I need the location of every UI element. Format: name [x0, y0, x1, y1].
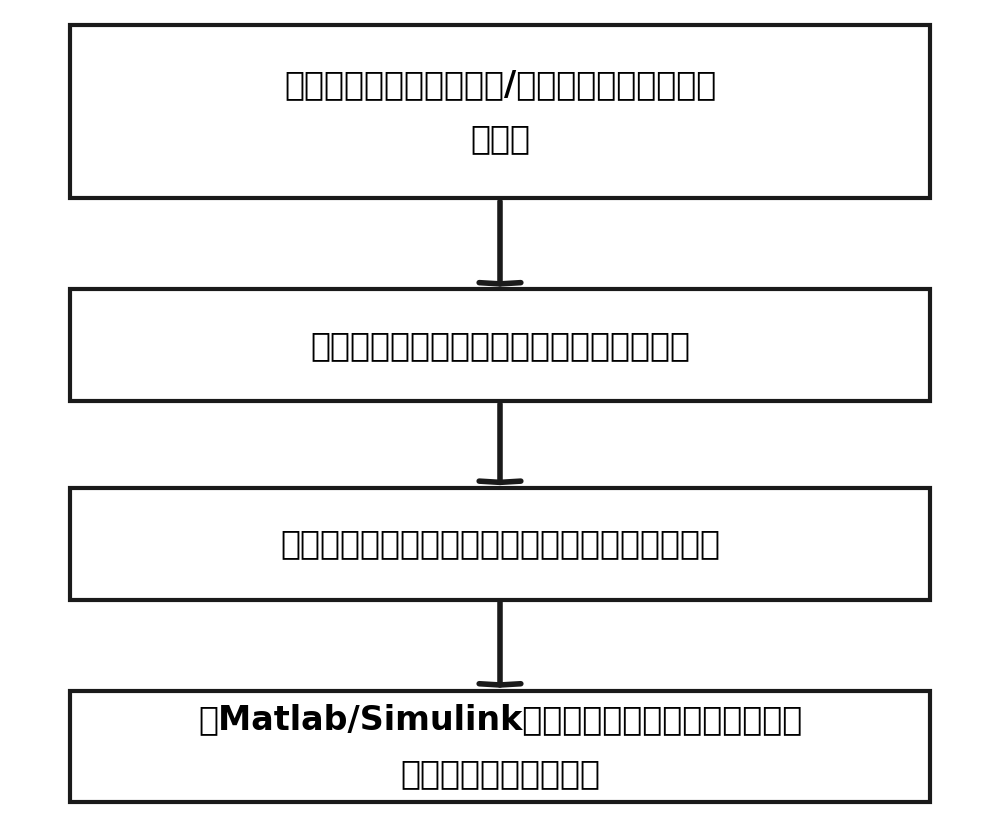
Text: 根据实际情况，建立光伏/储能一体化系统的运行
原理图: 根据实际情况，建立光伏/储能一体化系统的运行 原理图: [284, 69, 716, 155]
FancyBboxPatch shape: [70, 289, 930, 401]
FancyBboxPatch shape: [70, 25, 930, 198]
Text: 分别针对削峰填谷和平抑波动计算各自的储能容量: 分别针对削峰填谷和平抑波动计算各自的储能容量: [280, 528, 720, 560]
Text: 在Matlab/Simulink软件上搭建仿真模型，验证储能
容量的合理性与有效性: 在Matlab/Simulink软件上搭建仿真模型，验证储能 容量的合理性与有效…: [198, 703, 802, 790]
FancyBboxPatch shape: [70, 691, 930, 802]
Text: 针对不同外界条件制定合适的能量管理策略: 针对不同外界条件制定合适的能量管理策略: [310, 329, 690, 361]
FancyBboxPatch shape: [70, 488, 930, 600]
